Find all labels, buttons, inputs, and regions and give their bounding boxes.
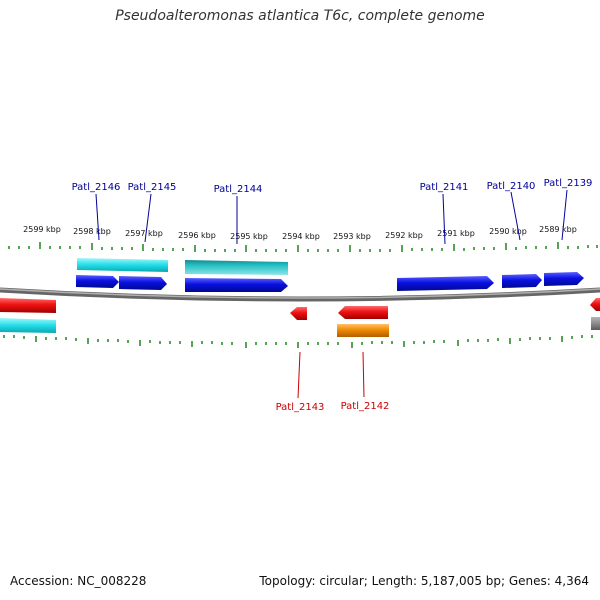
gene-label: Patl_2144 — [214, 184, 263, 195]
gene-label: Patl_2146 — [72, 182, 121, 193]
accession-text: Accession: NC_008228 — [10, 574, 147, 588]
scale-label: 2594 kbp — [282, 232, 320, 241]
scale-label: 2597 kbp — [125, 229, 163, 238]
scale-label: 2591 kbp — [437, 229, 475, 238]
scale-label: 2599 kbp — [23, 225, 61, 234]
gene-label: Patl_2145 — [128, 182, 177, 193]
cds-arrow-forward — [119, 276, 167, 290]
scale-label: 2595 kbp — [230, 232, 268, 241]
rna-feature — [77, 258, 168, 272]
scale-label: 2590 kbp — [489, 227, 527, 236]
misc-feature — [337, 324, 389, 337]
cds-arrow-forward — [544, 272, 584, 286]
genome-backbone — [0, 287, 600, 302]
misc-feature — [591, 317, 600, 330]
bottom-label-leaders — [297, 351, 365, 399]
scale-label: 2593 kbp — [333, 232, 371, 241]
scale-ticks-bottom — [3, 335, 593, 348]
gene-label: Patl_2139 — [544, 178, 593, 189]
reverse-other-features — [0, 317, 600, 337]
gene-label: Patl_2141 — [420, 182, 469, 193]
scale-label: 2598 kbp — [73, 227, 111, 236]
cds-arrow-reverse — [290, 307, 307, 320]
forward-cds-features — [76, 272, 584, 292]
genome-backbone-highlight — [0, 288, 600, 299]
rna-feature — [185, 260, 288, 275]
cds-arrow-forward — [502, 274, 542, 288]
cds-arrow-forward — [76, 275, 119, 288]
cds-arrow-forward — [397, 276, 494, 291]
cds-arrow-reverse — [0, 298, 56, 313]
cds-arrow-reverse — [338, 306, 388, 319]
scale-label: 2592 kbp — [385, 231, 423, 240]
map-title: Pseudoalteromonas atlantica T6c, complet… — [115, 8, 485, 24]
cds-arrow-forward — [185, 278, 288, 292]
gene-labels-bottom: Patl_2143 Patl_2142 — [276, 401, 390, 413]
reverse-cds-features — [0, 298, 600, 320]
scale-label: 2589 kbp — [539, 225, 577, 234]
top-label-leaders — [95, 189, 568, 245]
forward-rna-features — [77, 258, 288, 275]
scale-labels: 2599 kbp 2598 kbp 2597 kbp 2596 kbp 2595… — [23, 225, 577, 241]
gene-labels-top: Patl_2146 Patl_2145 Patl_2144 Patl_2141 … — [72, 178, 593, 195]
genome-summary-text: Topology: circular; Length: 5,187,005 bp… — [259, 574, 589, 588]
cds-arrow-reverse — [590, 298, 600, 311]
scale-label: 2596 kbp — [178, 231, 216, 240]
rna-feature — [0, 318, 56, 333]
gene-label: Patl_2140 — [487, 181, 536, 192]
gene-label: Patl_2143 — [276, 402, 325, 413]
scale-ticks-top — [8, 242, 598, 252]
gene-label: Patl_2142 — [341, 401, 390, 412]
